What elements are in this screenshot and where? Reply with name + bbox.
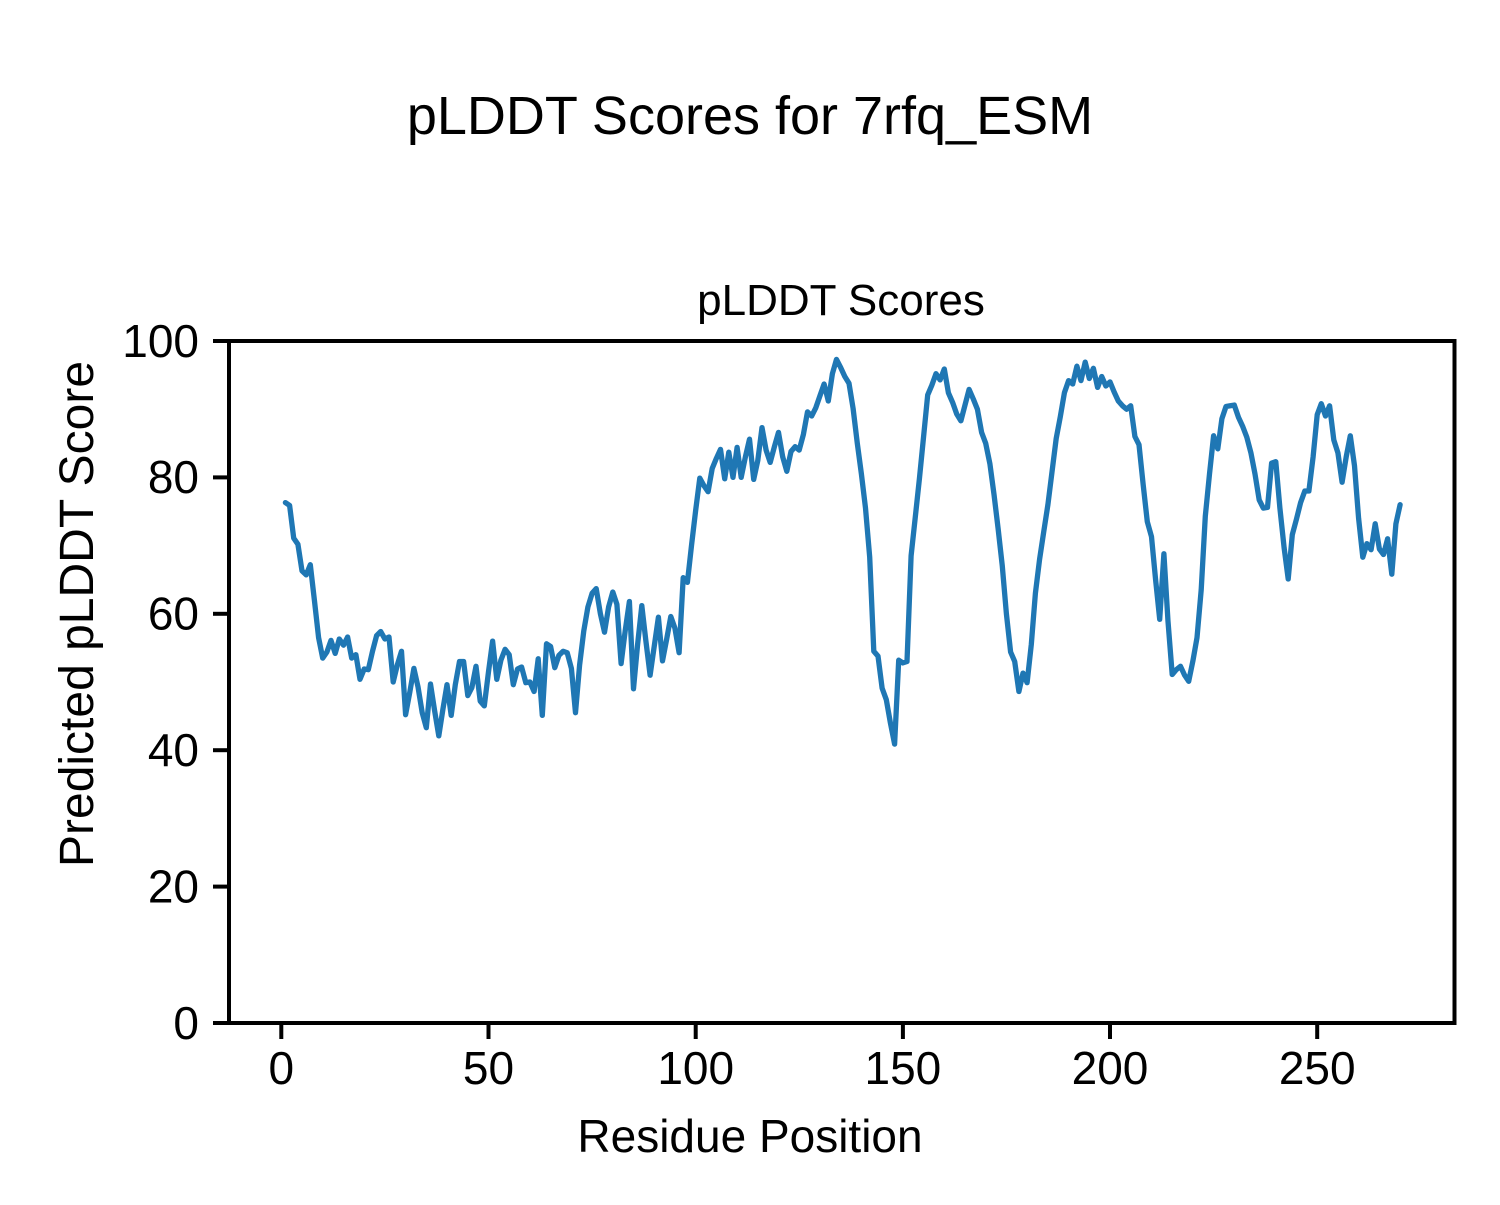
svg-text:pLDDT Scores for 7rfq_ESM: pLDDT Scores for 7rfq_ESM bbox=[407, 86, 1093, 146]
svg-text:20: 20 bbox=[148, 860, 199, 912]
svg-text:60: 60 bbox=[148, 588, 199, 640]
svg-text:150: 150 bbox=[865, 1042, 942, 1094]
svg-text:0: 0 bbox=[269, 1042, 295, 1094]
svg-text:0: 0 bbox=[173, 997, 199, 1049]
svg-text:200: 200 bbox=[1072, 1042, 1149, 1094]
svg-text:100: 100 bbox=[122, 315, 199, 367]
svg-text:40: 40 bbox=[148, 724, 199, 776]
svg-text:80: 80 bbox=[148, 451, 199, 503]
svg-text:100: 100 bbox=[657, 1042, 734, 1094]
svg-text:Predicted pLDDT Score: Predicted pLDDT Score bbox=[51, 361, 104, 867]
svg-text:pLDDT Scores: pLDDT Scores bbox=[697, 276, 985, 325]
svg-text:250: 250 bbox=[1279, 1042, 1356, 1094]
svg-text:Residue Position: Residue Position bbox=[577, 1110, 922, 1162]
svg-text:50: 50 bbox=[463, 1042, 514, 1094]
